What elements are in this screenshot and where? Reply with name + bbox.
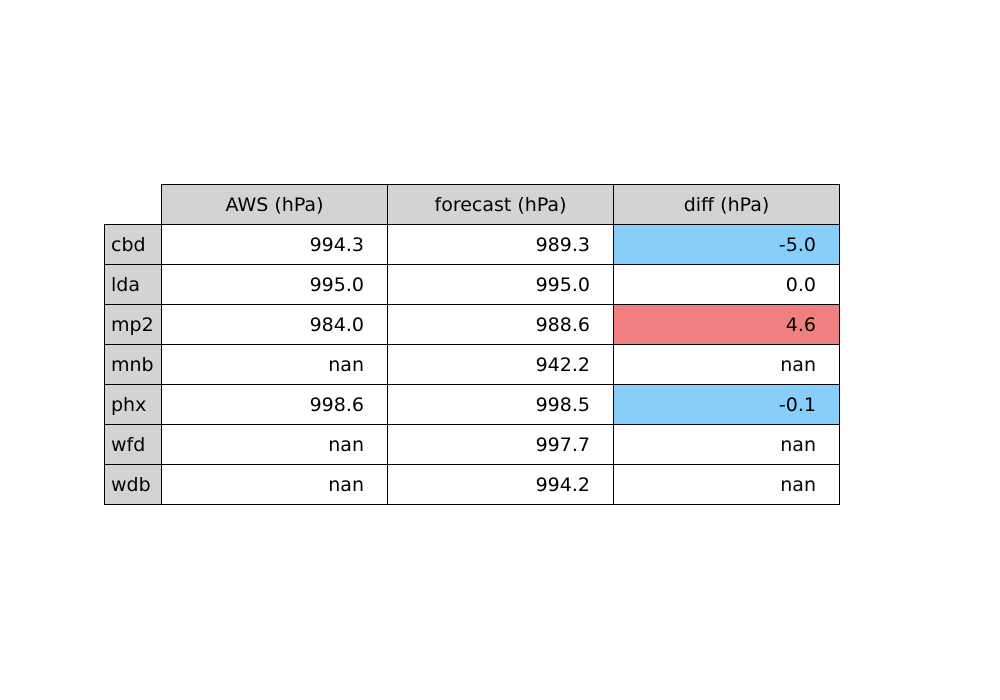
table-row: wdb nan 994.2 nan bbox=[104, 464, 840, 505]
row-header: lda bbox=[104, 264, 162, 305]
diff-cell: nan bbox=[613, 424, 840, 465]
table-row: wfd nan 997.7 nan bbox=[104, 424, 840, 465]
row-header: mp2 bbox=[104, 304, 162, 345]
column-header-forecast: forecast (hPa) bbox=[387, 184, 614, 225]
diff-cell: 4.6 bbox=[613, 304, 840, 345]
forecast-cell: 998.5 bbox=[387, 384, 614, 425]
aws-cell: 994.3 bbox=[161, 224, 388, 265]
table-row: phx 998.6 998.5 -0.1 bbox=[104, 384, 840, 425]
aws-cell: nan bbox=[161, 464, 388, 505]
diff-cell: -5.0 bbox=[613, 224, 840, 265]
diff-cell: nan bbox=[613, 464, 840, 505]
aws-cell: nan bbox=[161, 424, 388, 465]
table-row: cbd 994.3 989.3 -5.0 bbox=[104, 224, 840, 265]
row-header: wdb bbox=[104, 464, 162, 505]
diff-cell: -0.1 bbox=[613, 384, 840, 425]
forecast-cell: 988.6 bbox=[387, 304, 614, 345]
aws-cell: nan bbox=[161, 344, 388, 385]
aws-cell: 984.0 bbox=[161, 304, 388, 345]
pressure-comparison-table: AWS (hPa) forecast (hPa) diff (hPa) cbd 9… bbox=[104, 184, 840, 505]
table-corner bbox=[105, 185, 162, 225]
header-row: AWS (hPa) forecast (hPa) diff (hPa) bbox=[105, 184, 840, 225]
row-header: wfd bbox=[104, 424, 162, 465]
aws-cell: 995.0 bbox=[161, 264, 388, 305]
diff-cell: nan bbox=[613, 344, 840, 385]
table-row: mp2 984.0 988.6 4.6 bbox=[104, 304, 840, 345]
forecast-cell: 942.2 bbox=[387, 344, 614, 385]
data-table-container: AWS (hPa) forecast (hPa) diff (hPa) cbd 9… bbox=[104, 184, 840, 505]
column-header-diff: diff (hPa) bbox=[613, 184, 840, 225]
row-header: cbd bbox=[104, 224, 162, 265]
forecast-cell: 989.3 bbox=[387, 224, 614, 265]
table-row: lda 995.0 995.0 0.0 bbox=[104, 264, 840, 305]
forecast-cell: 994.2 bbox=[387, 464, 614, 505]
table-body: cbd 994.3 989.3 -5.0 lda 995.0 995.0 0.0 mp2 984.… bbox=[104, 224, 840, 505]
diff-cell: 0.0 bbox=[613, 264, 840, 305]
row-header: mnb bbox=[104, 344, 162, 385]
forecast-cell: 997.7 bbox=[387, 424, 614, 465]
column-header-aws: AWS (hPa) bbox=[161, 184, 388, 225]
row-header: phx bbox=[104, 384, 162, 425]
aws-cell: 998.6 bbox=[161, 384, 388, 425]
forecast-cell: 995.0 bbox=[387, 264, 614, 305]
table-row: mnb nan 942.2 nan bbox=[104, 344, 840, 385]
